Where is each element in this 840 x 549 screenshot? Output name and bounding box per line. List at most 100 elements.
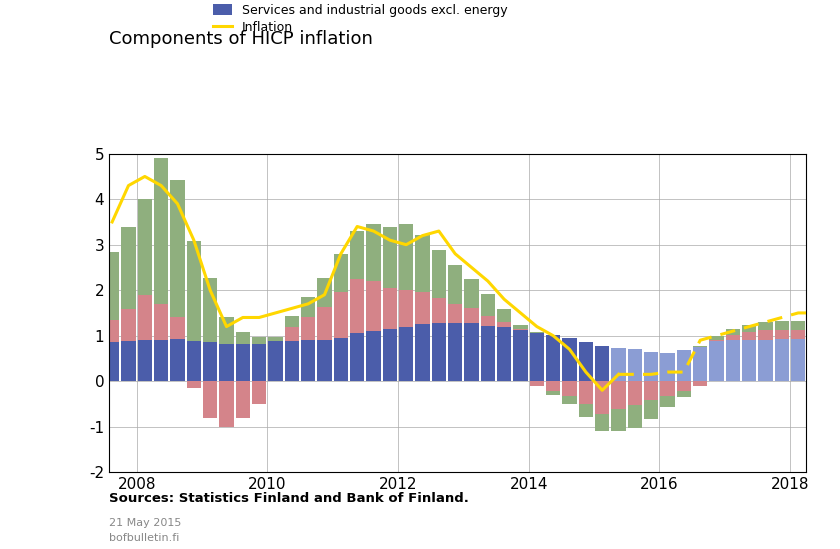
Bar (497, 309, 512, 322)
Bar (660, 381, 675, 396)
Bar (562, 396, 577, 404)
Bar (432, 298, 446, 323)
Bar (448, 323, 462, 381)
Bar (774, 330, 789, 339)
Bar (562, 381, 577, 396)
Bar (318, 340, 332, 381)
Bar (121, 227, 136, 309)
Bar (465, 323, 479, 381)
Bar (612, 381, 626, 410)
Bar (105, 251, 119, 320)
Bar (186, 341, 201, 381)
Bar (236, 344, 250, 381)
Bar (219, 344, 234, 381)
Bar (138, 295, 152, 340)
Bar (105, 343, 119, 381)
Legend: Foodstuffs, Energy, Services and industrial goods excl. energy, Inflation: Foodstuffs, Energy, Services and industr… (213, 0, 507, 34)
Bar (154, 340, 168, 381)
Bar (415, 234, 430, 292)
Bar (807, 330, 822, 339)
Bar (121, 341, 136, 381)
Bar (318, 278, 332, 307)
Bar (203, 342, 218, 381)
Bar (301, 297, 315, 317)
Bar (562, 338, 577, 381)
Bar (252, 381, 266, 404)
Bar (186, 381, 201, 388)
Bar (333, 254, 348, 293)
Bar (350, 231, 365, 279)
Bar (726, 340, 740, 381)
Bar (268, 341, 283, 381)
Bar (693, 381, 707, 386)
Text: bofbulletin.fi: bofbulletin.fi (109, 533, 180, 543)
Text: Components of HICP inflation: Components of HICP inflation (109, 30, 373, 48)
Bar (677, 391, 691, 396)
Bar (138, 340, 152, 381)
Bar (774, 321, 789, 330)
Bar (742, 325, 756, 332)
Bar (612, 349, 626, 381)
Bar (366, 224, 381, 281)
Bar (612, 410, 626, 431)
Bar (627, 405, 642, 428)
Bar (546, 381, 560, 391)
Bar (171, 317, 185, 339)
Bar (301, 340, 315, 381)
Bar (432, 323, 446, 381)
Text: 21 May 2015: 21 May 2015 (109, 518, 181, 528)
Bar (742, 340, 756, 381)
Bar (268, 337, 283, 341)
Bar (579, 381, 593, 404)
Bar (513, 330, 528, 381)
Bar (627, 349, 642, 381)
Text: Sources: Statistics Finland and Bank of Finland.: Sources: Statistics Finland and Bank of … (109, 492, 469, 505)
Bar (448, 265, 462, 304)
Bar (579, 404, 593, 417)
Bar (595, 414, 609, 431)
Bar (285, 328, 299, 341)
Bar (791, 321, 806, 330)
Bar (383, 227, 397, 288)
Bar (154, 158, 168, 304)
Bar (399, 224, 413, 290)
Bar (366, 281, 381, 331)
Bar (644, 381, 659, 400)
Bar (644, 400, 659, 419)
Bar (759, 330, 773, 340)
Bar (807, 321, 822, 330)
Bar (432, 250, 446, 298)
Bar (759, 322, 773, 330)
Bar (791, 330, 806, 339)
Bar (465, 309, 479, 323)
Bar (595, 346, 609, 381)
Bar (693, 347, 707, 381)
Bar (383, 288, 397, 329)
Bar (366, 331, 381, 381)
Bar (807, 339, 822, 381)
Bar (399, 290, 413, 328)
Bar (709, 335, 724, 340)
Bar (709, 340, 724, 341)
Bar (726, 329, 740, 335)
Bar (236, 333, 250, 344)
Bar (497, 328, 512, 381)
Bar (105, 320, 119, 343)
Bar (774, 339, 789, 381)
Bar (480, 326, 495, 381)
Bar (513, 325, 528, 329)
Bar (415, 292, 430, 324)
Bar (480, 316, 495, 326)
Bar (546, 335, 560, 381)
Bar (252, 344, 266, 381)
Bar (677, 350, 691, 381)
Bar (138, 199, 152, 295)
Bar (301, 317, 315, 340)
Bar (627, 381, 642, 405)
Bar (415, 324, 430, 381)
Bar (759, 340, 773, 381)
Bar (644, 351, 659, 381)
Bar (121, 309, 136, 341)
Bar (333, 338, 348, 381)
Bar (171, 180, 185, 317)
